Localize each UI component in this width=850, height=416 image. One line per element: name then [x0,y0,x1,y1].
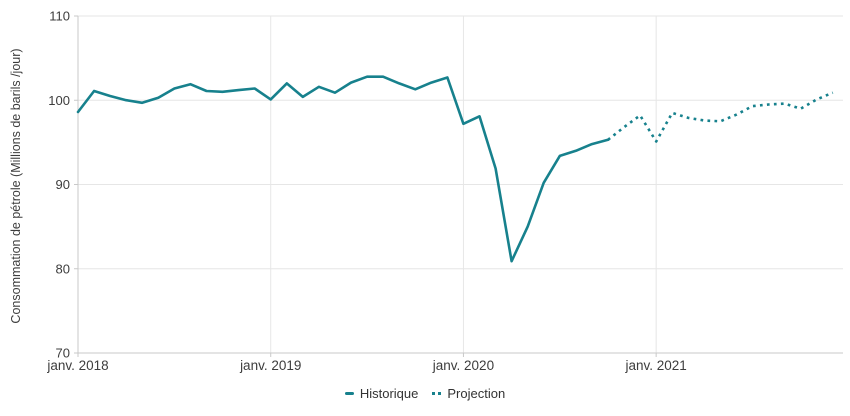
y-tick-label: 80 [56,261,70,276]
x-tick-label: janv. 2018 [46,358,108,373]
legend: Historique Projection [0,386,850,401]
y-tick-label: 110 [49,9,70,24]
y-tick-label: 100 [48,93,70,108]
plot-area: 70 80 90 100 110 janv. 2018 janv. 2019 janv. 20… [46,9,843,373]
y-tick-label: 70 [56,346,70,361]
legend-item-historique[interactable]: Historique [344,386,419,401]
historique-line-marker-icon [344,392,354,395]
x-tick-label: janv. 2020 [432,358,494,373]
series-line-historique [76,75,610,263]
legend-label-historique: Historique [359,386,419,401]
y-tick-label: 90 [56,177,70,192]
legend-item-projection[interactable]: Projection [432,386,505,401]
x-tick-label: janv. 2021 [625,358,687,373]
series-line-projection [607,91,834,143]
projection-dots-marker-icon [432,392,442,395]
legend-label-projection: Projection [447,386,506,401]
x-tick-label: janv. 2019 [239,358,301,373]
